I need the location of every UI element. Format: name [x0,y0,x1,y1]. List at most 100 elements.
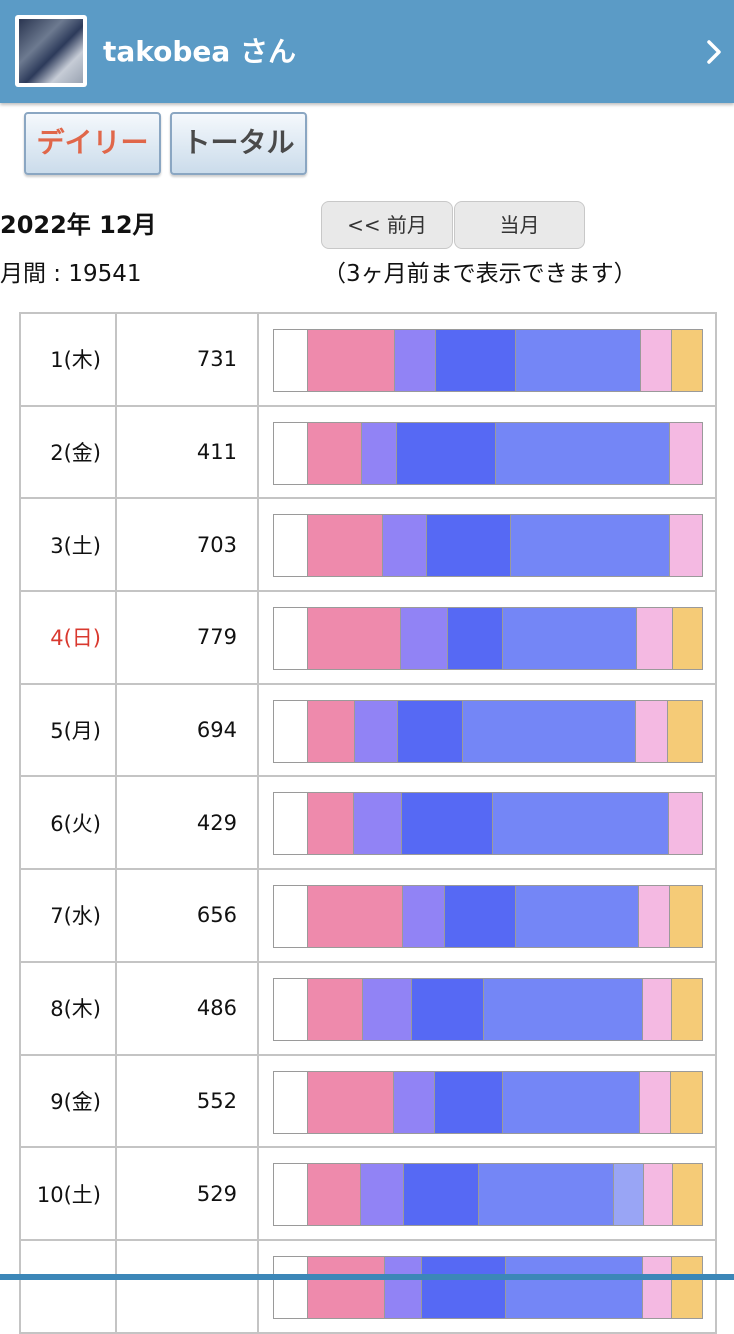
bar-segment-white [274,1071,308,1133]
bar-segment-pink [307,422,362,484]
bar-segment-periwinkle [492,793,670,855]
count-cell: 411 [117,406,259,498]
count-cell: 694 [117,684,259,776]
table-row: 10(土) 529 [21,1148,717,1241]
bar-segment-pink [307,1256,386,1318]
bar-segment-periwinkle [505,1256,644,1318]
bar-segment-white [274,1164,308,1226]
bar-segment-yellow [673,1164,702,1226]
avatar-image [19,19,83,83]
bar-segment-light_pink [670,422,702,484]
monthly-total: 月間 : 19541 [0,261,142,287]
table-row: 8(木) 486 [21,962,717,1056]
bar-segment-periwinkle [510,515,671,577]
bar-segment-light_pink [639,886,671,948]
profile-header[interactable]: takobea さん [0,0,734,103]
stacked-bar [273,1163,703,1227]
stacked-bar [273,977,703,1041]
display-limit-note: （3ヶ月前まで表示できます） [323,261,637,287]
bar-segment-violet [394,1071,436,1133]
bar-segment-light_pink [644,1164,674,1226]
bar-segment-pink [307,793,354,855]
tab-total[interactable]: トータル [170,112,307,175]
bar-segment-periwinkle [502,608,638,670]
day-cell: 4(日) [21,592,117,683]
stacked-bar [273,1255,703,1319]
table-row [21,1240,717,1334]
table-row: 2(金) 411 [21,406,717,500]
count-cell: 779 [117,592,259,683]
count-cell: 529 [117,1148,259,1239]
stacked-bar [273,792,703,856]
bar-cell [259,499,715,590]
current-month-button[interactable]: 当月 [454,201,585,249]
bar-segment-pink [307,700,355,762]
day-cell: 2(金) [21,406,117,498]
bar-segment-white [274,978,308,1040]
bar-cell [259,1056,715,1147]
bar-cell [259,1148,715,1239]
bar-segment-light_pink [637,608,674,670]
username: takobea さん [103,35,297,68]
count-cell [117,1240,259,1332]
bar-segment-white [274,1256,308,1318]
bar-segment-pink [307,1071,395,1133]
table-row: 5(月) 694 [21,684,717,778]
bar-cell [259,685,715,776]
bar-segment-violet [353,793,403,855]
bar-segment-blue [448,608,503,670]
day-cell: 1(木) [21,314,117,405]
bar-segment-yellow [672,330,702,391]
stacked-bar [273,421,703,485]
bar-cell [259,407,715,498]
bar-cell [259,592,715,683]
month-title: 2022年 12月 [0,211,157,239]
bar-segment-white [274,793,308,855]
bar-segment-white [274,422,308,484]
count-cell: 429 [117,777,259,869]
bar-cell [259,870,715,961]
count-cell: 486 [117,962,259,1054]
bar-segment-blue [404,1164,480,1226]
tab-daily[interactable]: デイリー [24,112,161,175]
bar-segment-white [274,886,308,948]
bar-segment-lavender [614,1164,645,1226]
bar-segment-violet [395,330,437,391]
day-cell: 3(土) [21,499,117,591]
bar-segment-light_pink [643,1256,673,1318]
bar-segment-periwinkle [484,978,644,1040]
bar-segment-blue [402,793,493,855]
bar-segment-periwinkle [479,1164,615,1226]
bar-segment-white [274,700,308,762]
bar-segment-violet [362,978,413,1040]
bar-segment-blue [398,700,464,762]
table-row: 7(水) 656 [21,870,717,963]
bar-segment-light_pink [641,330,673,391]
bar-segment-light_pink [643,978,673,1040]
bar-segment-yellow [673,608,702,670]
table-row: 3(土) 703 [21,499,717,593]
bar-segment-blue [422,1256,506,1318]
chevron-right-icon[interactable] [704,38,724,66]
count-cell: 731 [117,314,259,405]
bar-segment-light_pink [636,700,669,762]
bar-cell [259,963,715,1054]
bar-segment-violet [382,515,428,577]
bar-segment-violet [354,700,399,762]
bar-segment-light_pink [669,793,702,855]
bar-segment-blue [436,330,516,391]
bar-segment-violet [361,422,398,484]
day-cell: 7(水) [21,870,117,961]
bar-segment-violet [360,1164,405,1226]
day-cell: 10(土) [21,1148,117,1239]
stacked-bar [273,607,703,671]
day-cell: 9(金) [21,1055,117,1147]
prev-month-button[interactable]: << 前月 [321,201,453,249]
day-cell [21,1240,117,1332]
bar-segment-blue [445,886,516,948]
count-cell: 552 [117,1055,259,1147]
stacked-bar [273,699,703,763]
day-cell: 5(月) [21,684,117,776]
bar-segment-light_pink [640,1071,672,1133]
bar-segment-pink [307,886,404,948]
